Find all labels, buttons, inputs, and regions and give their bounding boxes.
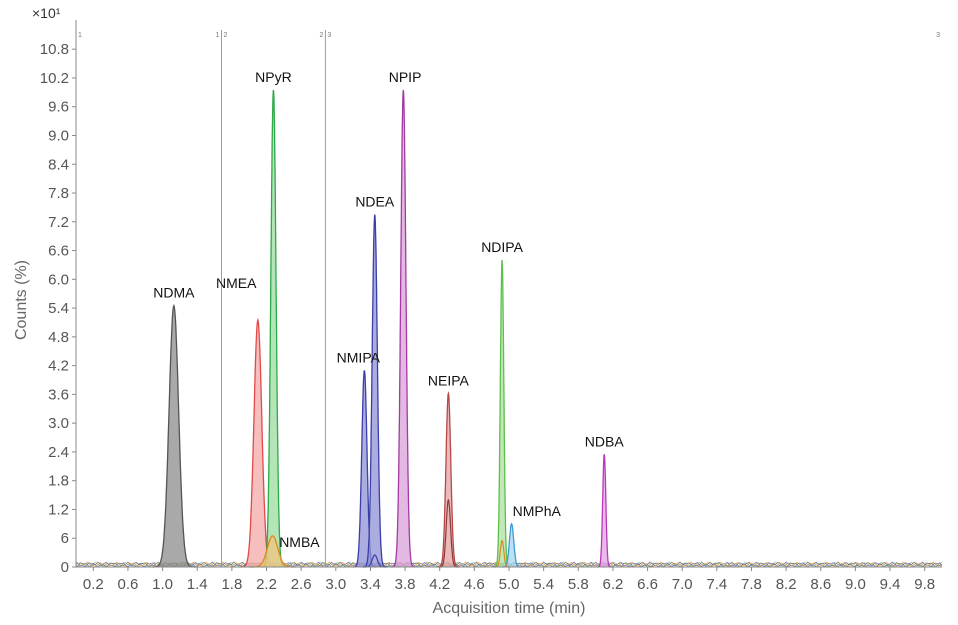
x-tick-label: 3.8 bbox=[395, 576, 416, 593]
segment-marker-left-label: 2 bbox=[320, 32, 324, 39]
y-tick-label: 10.2 bbox=[40, 70, 69, 87]
segment-marker-right-label: 2 bbox=[223, 32, 227, 39]
peak-label-ndma: NDMA bbox=[153, 285, 195, 301]
axes-layer: 0 6 1.2 1.8 2.4 3.0 3.6 4.2 4.8 5.4 6.0 6.6 7.2 7.8 8.… bbox=[40, 20, 942, 593]
peak-line-ndma bbox=[152, 303, 196, 568]
x-tick-label: 5.8 bbox=[568, 576, 589, 593]
x-tick-label: 5.4 bbox=[533, 576, 554, 593]
x-tick-label: 0.6 bbox=[118, 576, 139, 593]
x-tick-label: 4.2 bbox=[429, 576, 450, 593]
peak-line-ndea bbox=[363, 214, 387, 568]
segment-marker-right-label: 3 bbox=[327, 32, 331, 39]
y-tick-label: 8.4 bbox=[48, 156, 69, 173]
peak-label-ndba: NDBA bbox=[585, 433, 625, 449]
minor-peak-1 bbox=[438, 498, 459, 568]
peak-fill-npyr bbox=[261, 89, 286, 568]
peak-fill-neipa bbox=[437, 393, 460, 567]
y-tick-label: 9.6 bbox=[48, 99, 69, 116]
x-tick-label: 9.8 bbox=[914, 576, 935, 593]
x-tick-label: 1.0 bbox=[152, 576, 173, 593]
peak-fill-ndma bbox=[152, 305, 196, 567]
x-tick-label: 1.8 bbox=[221, 576, 242, 593]
segment-markers-layer: 1 2 2 31 3 bbox=[78, 30, 940, 567]
x-tick-label: 2.2 bbox=[256, 576, 277, 593]
y-tick-label: 1.2 bbox=[48, 501, 69, 518]
peak-label-nmba: NMBA bbox=[279, 534, 320, 550]
x-tick-label: 3.0 bbox=[325, 576, 346, 593]
peaks-layer bbox=[75, 89, 943, 568]
peak-line-neipa bbox=[437, 390, 460, 568]
y-tick-label: 9.0 bbox=[48, 127, 69, 144]
peak-label-npip: NPIP bbox=[389, 69, 422, 85]
peak-label-ndipa: NDIPA bbox=[481, 239, 523, 255]
y-tick-label: 0 bbox=[61, 559, 69, 576]
peak-fill-npip bbox=[391, 89, 415, 568]
x-tick-label: 1.4 bbox=[187, 576, 208, 593]
y-tick-label: 4.8 bbox=[48, 329, 69, 346]
peak-label-nmea: NMEA bbox=[216, 275, 257, 291]
peak-label-npyr: NPyR bbox=[255, 69, 292, 85]
y-multiplier: ×10¹ bbox=[32, 5, 61, 21]
x-tick-label: 4.6 bbox=[464, 576, 485, 593]
x-tick-label: 7.8 bbox=[741, 576, 762, 593]
segment-start-label: 1 bbox=[78, 32, 82, 39]
x-tick-label: 9.4 bbox=[880, 576, 901, 593]
x-tick-label: 7.4 bbox=[706, 576, 727, 593]
y-tick-label: 7.2 bbox=[48, 214, 69, 231]
peak-label-ndea: NDEA bbox=[355, 194, 395, 210]
x-tick-label: 0.2 bbox=[83, 576, 104, 593]
peak-label-nmpha: NMPhA bbox=[513, 503, 562, 519]
x-tick-label: 6.6 bbox=[637, 576, 658, 593]
y-tick-label: 2.4 bbox=[48, 444, 69, 461]
segment-end-label: 3 bbox=[936, 32, 940, 39]
y-axis-title: Counts (%) bbox=[13, 260, 30, 340]
x-tick-label: 3.4 bbox=[360, 576, 381, 593]
y-tick-label: 7.8 bbox=[48, 185, 69, 202]
peak-fill-nmipa bbox=[352, 370, 377, 567]
peak-labels-layer: NDMA NMEA NPyR NMBA NMIPA NDEA NPIP NEIPA NDIPA N… bbox=[153, 69, 624, 550]
y-tick-label: 4.2 bbox=[48, 358, 69, 375]
x-tick-label: 9.0 bbox=[845, 576, 866, 593]
y-tick-label: 6 bbox=[61, 530, 69, 547]
peak-fill-ndea bbox=[363, 214, 387, 567]
y-tick-label: 6.6 bbox=[48, 243, 69, 260]
peak-label-nmipa: NMIPA bbox=[337, 349, 381, 365]
y-tick-label: 5.4 bbox=[48, 300, 69, 317]
peak-fill-nmea bbox=[240, 320, 276, 567]
peak-fill-ndba bbox=[597, 454, 612, 567]
x-tick-label: 8.2 bbox=[776, 576, 797, 593]
peak-line-ndba bbox=[597, 454, 612, 568]
peak-line-npip bbox=[391, 89, 415, 568]
y-tick-label: 1.8 bbox=[48, 473, 69, 490]
x-tick-label: 5.0 bbox=[499, 576, 520, 593]
x-axis-title: Acquisition time (min) bbox=[433, 600, 586, 617]
peak-label-neipa: NEIPA bbox=[428, 372, 470, 388]
peak-fill-nmpha bbox=[501, 523, 522, 567]
y-tick-label: 10.8 bbox=[40, 41, 69, 58]
peak-fill-nmba bbox=[249, 535, 296, 567]
y-tick-label: 3.0 bbox=[48, 415, 69, 432]
segment-marker-left-label: 1 bbox=[216, 32, 220, 39]
x-tick-label: 8.6 bbox=[810, 576, 831, 593]
x-tick-label: 7.0 bbox=[672, 576, 693, 593]
x-tick-label: 6.2 bbox=[602, 576, 623, 593]
y-tick-label: 3.6 bbox=[48, 386, 69, 403]
y-tick-label: 6.0 bbox=[48, 271, 69, 288]
peak-fill-ndipa bbox=[494, 260, 510, 567]
x-tick-label: 2.6 bbox=[291, 576, 312, 593]
